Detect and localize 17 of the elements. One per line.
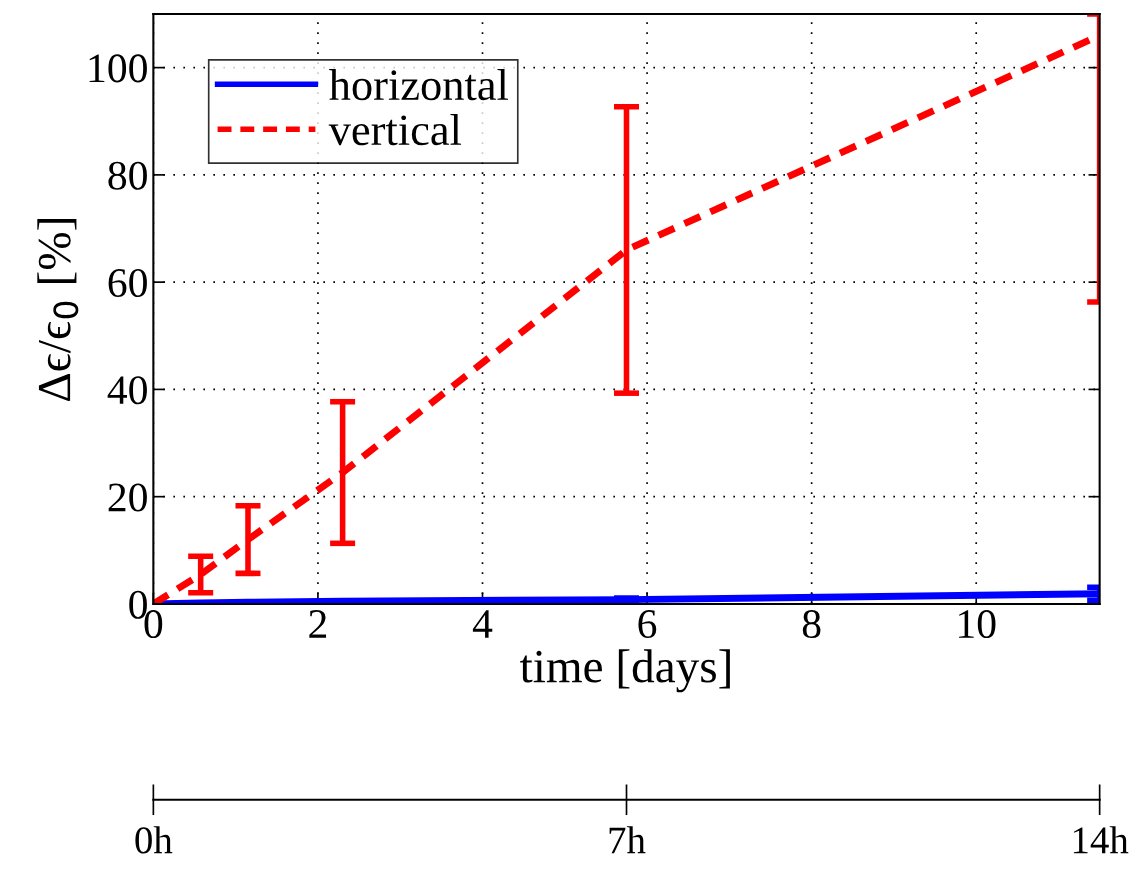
x-tick-label: 2 [309, 610, 327, 638]
y-tick-label: 100 [89, 54, 147, 83]
legend-label: vertical [328, 113, 462, 146]
x2-tick-label: 14h [1073, 826, 1129, 854]
x-tick-label: 4 [472, 610, 493, 638]
x2-tick-label: 7h [609, 826, 646, 854]
x2-tick-label: 0h [135, 826, 173, 854]
x-tick-label: 6 [638, 610, 657, 639]
x-tick-label: 10 [959, 610, 996, 639]
x-axis-title: time [days] [520, 649, 730, 693]
y-tick-label: 20 [108, 483, 147, 512]
x-tick-label: 8 [802, 610, 821, 639]
y-tick-label: 40 [107, 376, 147, 405]
legend-label: horizontal [329, 68, 508, 101]
y-tick-label: 60 [108, 268, 147, 298]
y-tick-label: 80 [108, 161, 147, 190]
y-axis-title: Δϵ/ϵ$_{0}$ [%] [37, 219, 79, 401]
